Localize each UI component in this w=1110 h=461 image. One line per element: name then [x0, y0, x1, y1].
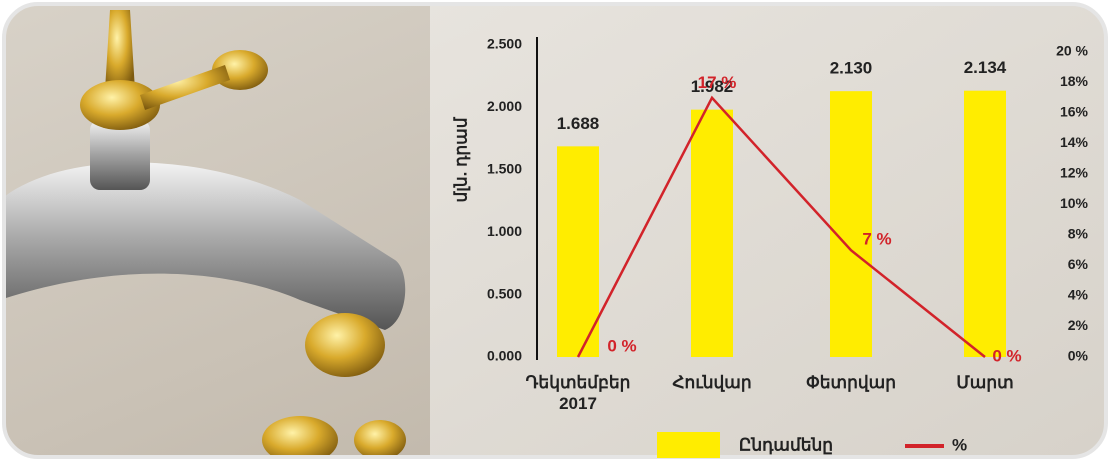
y-tick-label: 1.500 [487, 161, 522, 177]
bar [557, 146, 599, 357]
y-axis-label: մլն. դրամ [451, 116, 470, 202]
y-tick-label: 0.000 [487, 348, 522, 364]
bar [830, 91, 872, 357]
y2-tick-label: 0% [1068, 348, 1089, 364]
x-tick-label: Փետրվար [786, 372, 916, 393]
y-tick-label: 2.000 [487, 98, 522, 114]
y2-tick-label: 6% [1068, 256, 1089, 272]
value-label: 17 % [698, 73, 737, 92]
y2-tick-label: 14% [1060, 134, 1089, 150]
y-tick-label: 1.000 [487, 223, 522, 239]
handle [105, 10, 135, 90]
coin [354, 420, 406, 460]
y-tick-label: 2.500 [487, 36, 522, 52]
value-label: 0 % [992, 346, 1021, 365]
y2-tick-label: 8% [1068, 226, 1089, 242]
legend-label: Ընդամենը [739, 435, 833, 454]
y2-tick-label: 4% [1068, 287, 1089, 303]
value-label: 2.134 [964, 58, 1007, 77]
y-tick-label: 0.500 [487, 285, 522, 301]
y2-tick-label: 10% [1060, 195, 1089, 211]
y2-tick-label: 12% [1060, 165, 1089, 181]
y2-tick-label: 16% [1060, 104, 1089, 120]
value-label: 2.130 [830, 59, 873, 78]
value-label: 7 % [862, 230, 891, 249]
legend-swatch [657, 432, 720, 458]
y2-tick-label: 20 % [1056, 43, 1088, 59]
y2-tick-label: 2% [1068, 317, 1089, 333]
value-label: 0 % [607, 336, 636, 355]
x-tick-label: Մարտ [920, 372, 1050, 393]
y2-tick-label: 18% [1060, 73, 1089, 89]
value-label: 1.688 [557, 114, 600, 133]
x-tick-label: Հունվար [647, 372, 777, 393]
faucet-neck [90, 120, 150, 190]
page: մլն. դրամ 0.000 0.500 1.000 1.500 2.000 2.500… [0, 0, 1110, 461]
x-tick-label: Դեկտեմբեր 2017 [523, 372, 633, 414]
bar [691, 110, 733, 357]
coin [305, 313, 385, 377]
bar [964, 91, 1006, 357]
legend-label: % [952, 435, 967, 454]
